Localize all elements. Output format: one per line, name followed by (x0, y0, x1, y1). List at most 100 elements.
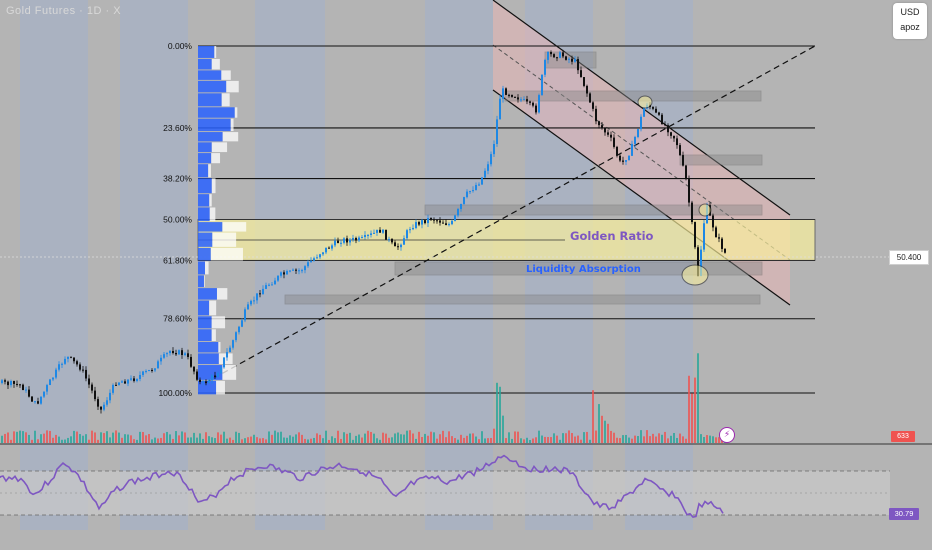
currency-label: USD (900, 7, 920, 17)
candle-body (280, 272, 282, 276)
volume-bar (169, 434, 171, 443)
volume-bar (154, 437, 156, 443)
volume-bar (241, 439, 243, 443)
volume-bar (349, 432, 351, 443)
alert-bolt-icon[interactable]: ⚡ (719, 427, 735, 443)
volume-bar (331, 436, 333, 443)
vp-bar-down (210, 247, 243, 261)
volume-bar (544, 436, 546, 443)
volume-bar (346, 433, 348, 443)
volume-bar (343, 432, 345, 443)
volume-bar (235, 431, 237, 443)
candle-body (421, 220, 423, 225)
candle-body (358, 237, 360, 241)
candle-body (85, 369, 87, 379)
volume-bar (607, 423, 609, 443)
candle-body (142, 371, 144, 376)
volume-bar (64, 439, 66, 443)
volume-bar (448, 431, 450, 443)
volume-bar (274, 430, 276, 443)
volume-bar (37, 439, 39, 443)
volume-bar (673, 432, 675, 443)
volume-bar (79, 434, 81, 443)
volume-bar (541, 435, 543, 443)
volume-bar (148, 434, 150, 443)
currency-selector[interactable]: USD apoz (893, 3, 927, 39)
vp-bar-up (198, 380, 217, 395)
volume-bar (454, 438, 456, 443)
candle-body (517, 97, 519, 100)
volume-bar (430, 431, 432, 443)
candle-body (316, 257, 318, 259)
candle-body (13, 381, 15, 384)
volume-bar (427, 435, 429, 443)
candle-body (136, 378, 138, 381)
vp-bar-up (198, 288, 217, 300)
candle-body (460, 204, 462, 210)
candle-body (172, 350, 174, 353)
candle-body (412, 228, 414, 230)
candle-body (16, 383, 18, 385)
candle-body (562, 52, 564, 57)
user-label: apoz (900, 22, 920, 32)
candle-body (472, 190, 474, 192)
vp-bar-up (198, 316, 212, 329)
vp-bar-up (198, 80, 227, 93)
vp-bar-down (221, 70, 231, 80)
volume-bar (208, 436, 210, 443)
candle-body (463, 197, 465, 205)
volume-bar (13, 431, 15, 443)
candle-body (496, 119, 498, 145)
candle-body (658, 112, 660, 115)
candle-body (193, 366, 195, 372)
volume-bar (328, 439, 330, 443)
ticker-title: Gold Futures · 1D · X (6, 5, 122, 17)
candle-body (4, 380, 6, 382)
order-zone (544, 51, 597, 69)
candle-body (457, 209, 459, 216)
volume-bar (400, 434, 402, 443)
volume-bar (166, 431, 168, 443)
candle-body (343, 238, 345, 243)
vp-bar-up (198, 164, 209, 178)
volume-bar (619, 438, 621, 443)
candle-body (475, 185, 477, 191)
candle-body (196, 371, 198, 380)
volume-bar (184, 432, 186, 443)
volume-bar (661, 434, 663, 443)
volume-bar (568, 430, 570, 443)
volume-bar (97, 439, 99, 443)
chart-labels: Golden Ratio Liquidity Absorption (526, 95, 712, 286)
candle-body (130, 378, 132, 380)
volume-bar (1, 435, 3, 443)
volume-bar (493, 428, 495, 443)
volume-bar (202, 438, 204, 443)
volume-bar (664, 431, 666, 443)
volume-bar (646, 430, 648, 443)
candle-body (214, 375, 216, 378)
candle-body (151, 369, 153, 371)
candle-body (67, 356, 69, 359)
volume-bar (283, 437, 285, 443)
candle-body (661, 114, 663, 125)
vp-bar-up (198, 107, 235, 118)
candle-body (163, 354, 165, 358)
candle-body (289, 270, 291, 272)
vp-bar-up (198, 178, 212, 194)
volume-bar (652, 433, 654, 443)
fib-label: 0.00% (168, 41, 193, 51)
candle-body (610, 134, 612, 138)
candle-body (373, 232, 375, 234)
vp-bar-down (222, 132, 239, 142)
candle-body (55, 369, 57, 378)
volume-bar (499, 386, 501, 443)
candle-body (337, 240, 339, 244)
volume-bar (538, 430, 540, 443)
candle-body (619, 155, 621, 161)
candle-body (25, 389, 27, 391)
order-zone (424, 204, 763, 216)
candle-body (361, 237, 363, 239)
candle-body (490, 154, 492, 165)
volume-bar (130, 435, 132, 443)
